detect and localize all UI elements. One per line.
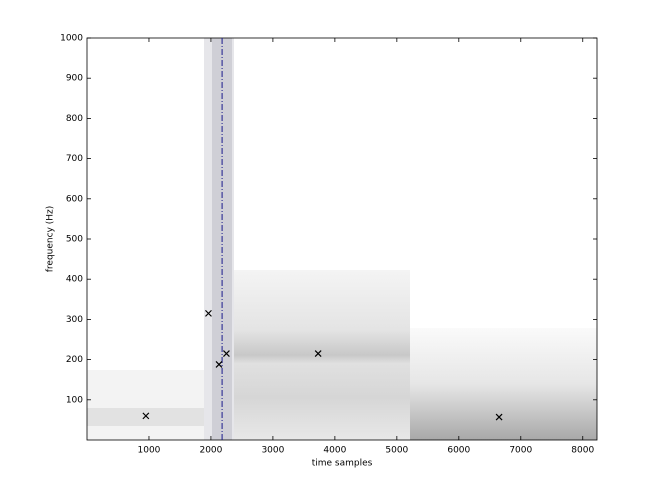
x-tick-label: 6000: [447, 446, 470, 456]
x-tick-label: 5000: [385, 446, 408, 456]
x-marker: [205, 309, 212, 317]
y-tick-label: 700: [66, 154, 83, 164]
y-tick-label: 100: [66, 395, 83, 405]
spectrogram: [87, 38, 597, 440]
y-tick-label: 400: [66, 275, 83, 285]
x-axis-label: time samples: [312, 459, 373, 469]
y-tick-label: 900: [66, 74, 83, 84]
x-tick-label: 2000: [199, 446, 222, 456]
x-tick-label: 3000: [261, 446, 284, 456]
x-tick-label: 8000: [571, 446, 594, 456]
x-tick-label: 4000: [323, 446, 346, 456]
x-marker: [495, 413, 503, 421]
y-tick-label: 200: [66, 355, 83, 365]
x-marker: [215, 360, 223, 368]
x-tick-label: 7000: [509, 446, 532, 456]
y-tick-label: 500: [66, 235, 83, 245]
y-axis-label: frequency (Hz): [46, 206, 56, 273]
x-marker: [223, 350, 230, 357]
y-tick-label: 800: [66, 114, 83, 124]
y-tick-label: 300: [66, 315, 83, 325]
x-marker: [314, 350, 322, 357]
y-tick-label: 600: [66, 194, 83, 204]
x-tick-label: 1000: [138, 446, 161, 456]
y-tick-label: 1000: [60, 34, 83, 44]
x-marker: [142, 412, 150, 420]
